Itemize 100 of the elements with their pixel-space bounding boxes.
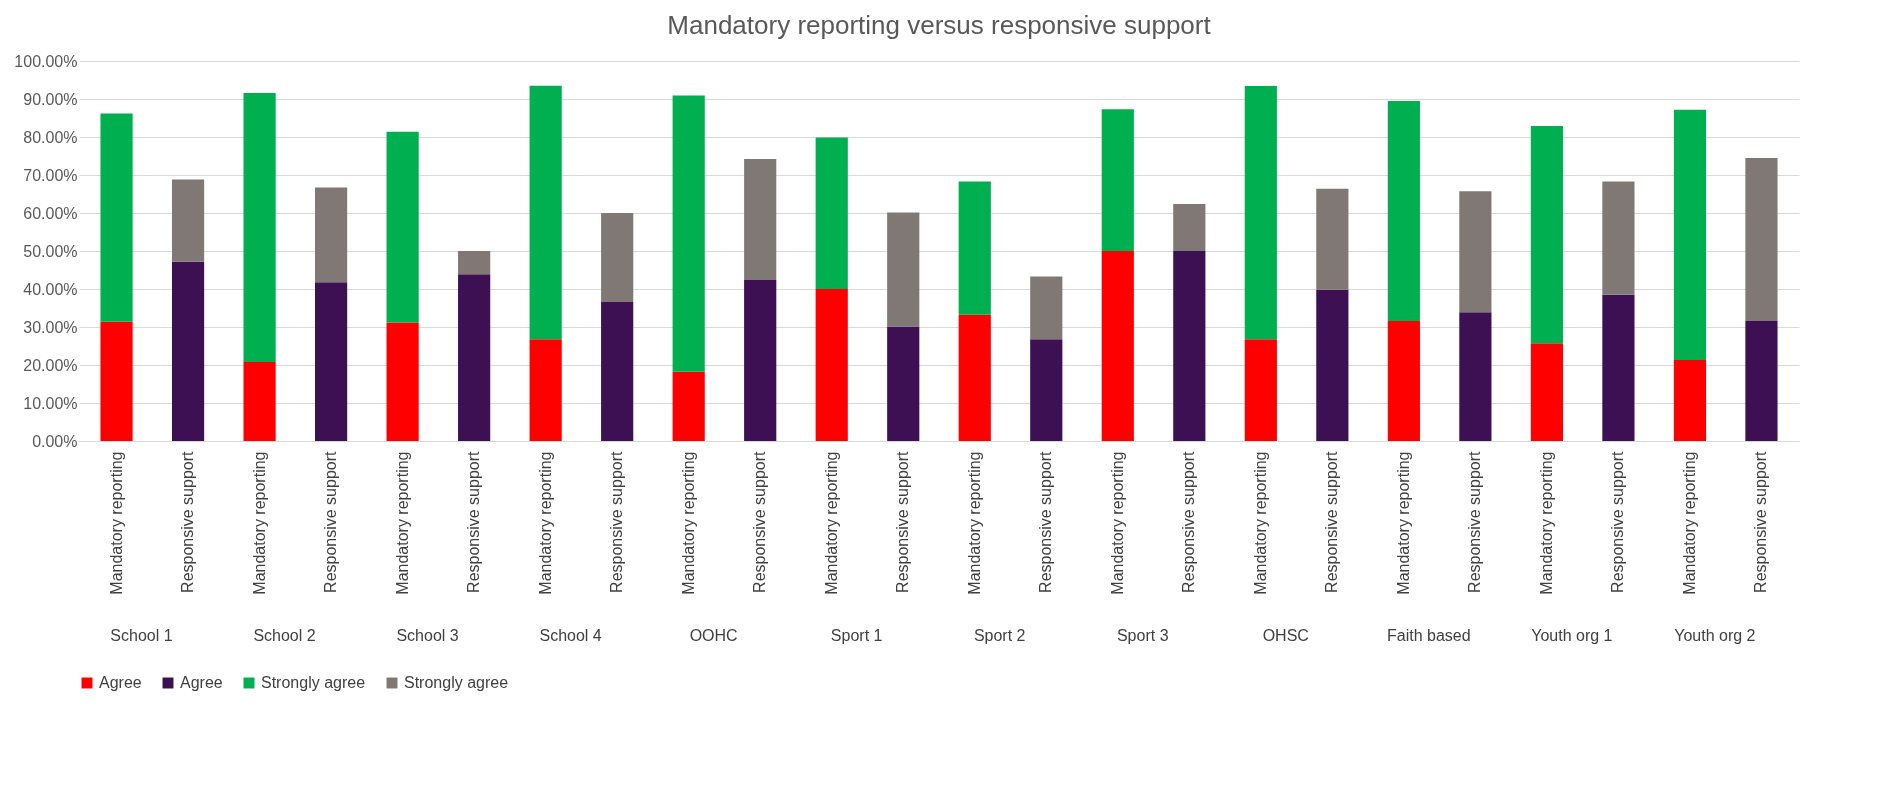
bar (1602, 181, 1635, 295)
text: OHSC (1262, 627, 1309, 644)
y-tick-label: 30.00% (23, 318, 78, 336)
x-tick-label: Responsive support (1037, 450, 1055, 593)
x-tick-label: Mandatory reporting (1394, 451, 1412, 595)
y-tick-label: 80.00% (23, 128, 78, 146)
bar (601, 213, 634, 302)
x-tick-label: Mandatory reporting (822, 451, 840, 595)
y-tick-label: 10.00% (23, 394, 78, 412)
x-tick-label: Mandatory reporting (1537, 451, 1555, 595)
bar (529, 339, 562, 441)
bar (1459, 191, 1492, 313)
x-tick-label: Mandatory reporting (1251, 451, 1269, 595)
y-tick-label: 60.00% (23, 204, 78, 222)
text: Faith based (1387, 627, 1471, 644)
bar (1459, 312, 1492, 441)
bar (1173, 251, 1206, 441)
bar (744, 279, 777, 441)
bar (315, 282, 348, 441)
x-tick-label: Mandatory reporting (250, 451, 268, 595)
x-tick-label: Responsive support (608, 450, 626, 593)
x-tick-label: Responsive support (179, 450, 197, 593)
text: Sport 2 (973, 627, 1026, 644)
bar (458, 251, 491, 275)
bar (887, 326, 920, 441)
y-tick-label: 70.00% (23, 166, 78, 184)
legend-label: Agree (180, 674, 223, 691)
y-tick-label: 90.00% (23, 90, 78, 108)
legend-label: Strongly agree (261, 674, 366, 691)
x-tick-label: Responsive support (1466, 450, 1484, 593)
text: School 1 (110, 627, 173, 644)
y-tick-label: 50.00% (23, 242, 78, 260)
x-tick-label: Mandatory reporting (965, 451, 983, 595)
bar (243, 361, 276, 441)
bar (100, 321, 133, 441)
x-tick-label: Responsive support (1752, 450, 1770, 593)
y-tick-label: 20.00% (23, 356, 78, 374)
bar (958, 181, 991, 315)
bar (315, 187, 348, 283)
text: OOHC (689, 627, 738, 644)
x-tick-label: Responsive support (894, 450, 912, 593)
x-tick-label: Mandatory reporting (536, 451, 554, 595)
x-tick-label: Responsive support (322, 450, 340, 593)
bar (458, 274, 491, 441)
bar (386, 131, 419, 323)
bar (1602, 294, 1635, 441)
bar (1387, 320, 1420, 441)
y-tick-label: 100.00% (14, 52, 78, 70)
x-tick-label: Responsive support (751, 450, 769, 593)
x-tick-label: Mandatory reporting (679, 451, 697, 595)
text: Youth org 2 (1674, 627, 1756, 644)
text: Sport 3 (1116, 627, 1169, 644)
text: School 4 (539, 627, 602, 644)
x-tick-label: Mandatory reporting (1680, 451, 1698, 595)
bar (1316, 289, 1349, 441)
bar (1101, 109, 1134, 251)
text: School 2 (253, 627, 316, 644)
text: Sport 1 (830, 627, 883, 644)
y-tick-label: 0.00% (32, 432, 78, 450)
bar (1745, 320, 1778, 441)
bar (815, 137, 848, 289)
bar (1030, 276, 1063, 340)
bar (1101, 251, 1134, 441)
bar (887, 212, 920, 327)
bar (1745, 157, 1778, 321)
x-tick-label: Responsive support (1323, 450, 1341, 593)
bar (1673, 360, 1707, 441)
bar (529, 85, 562, 340)
bar (601, 301, 634, 441)
text: Youth org 1 (1531, 627, 1613, 644)
bar (243, 92, 276, 362)
bar (1316, 188, 1349, 290)
bar (1387, 100, 1420, 321)
legend-label: Agree (99, 674, 142, 691)
bar (672, 95, 705, 372)
bar (100, 113, 133, 322)
bar (1030, 339, 1063, 441)
y-tick-label: 40.00% (23, 280, 78, 298)
bar (815, 289, 848, 441)
bar (1173, 203, 1206, 251)
x-tick-label: Responsive support (465, 450, 483, 593)
bar (1530, 125, 1563, 344)
bar (1530, 343, 1563, 441)
bar (1244, 86, 1277, 340)
bar (171, 261, 205, 441)
x-tick-label: Responsive support (1180, 450, 1198, 593)
x-tick-label: Mandatory reporting (107, 451, 125, 595)
text: School 3 (396, 627, 459, 644)
x-tick-label: Mandatory reporting (1108, 451, 1126, 595)
x-tick-label: Mandatory reporting (393, 451, 411, 595)
legend-label: Strongly agree (404, 674, 509, 691)
bar (744, 159, 777, 280)
bar (672, 371, 705, 441)
chart-title: Mandatory reporting versus responsive support (667, 10, 1212, 40)
bar (958, 314, 991, 441)
bar (171, 179, 205, 262)
bar (1673, 109, 1707, 361)
bar (1244, 339, 1277, 441)
bar (386, 322, 419, 441)
x-tick-label: Responsive support (1609, 450, 1627, 593)
